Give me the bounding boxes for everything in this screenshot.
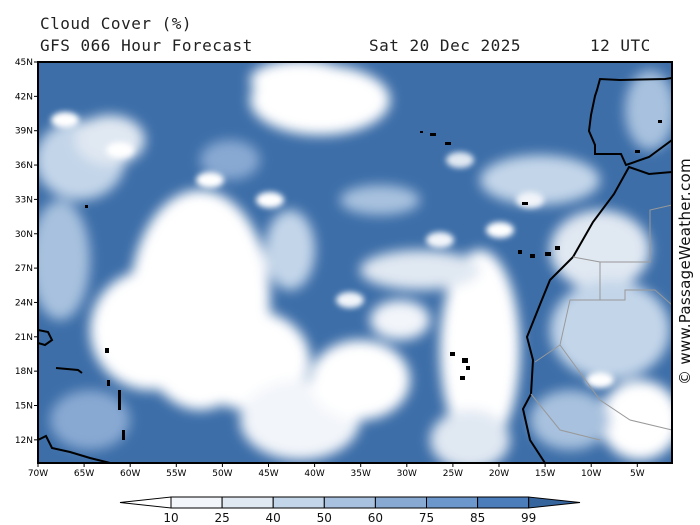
cloud-region — [600, 380, 672, 460]
lon-label: 70W — [28, 469, 48, 479]
cloud-region — [530, 390, 610, 450]
cloud-patch — [256, 192, 284, 208]
chart-title: Cloud Cover (%) — [40, 14, 192, 33]
lon-label: 55W — [166, 469, 186, 479]
colorbar-label: 75 — [419, 511, 434, 525]
lon-label: 35W — [351, 469, 371, 479]
africa-coastline — [521, 165, 672, 463]
lon-label: 15W — [535, 469, 555, 479]
forecast-time: 12 UTC — [590, 36, 651, 55]
cloud-patch — [426, 232, 454, 248]
cloud-region — [90, 270, 210, 390]
lat-label: 27N — [15, 264, 33, 274]
lat-label: 21N — [15, 333, 33, 343]
cloud-patch — [196, 172, 224, 188]
lon-label: 5W — [630, 469, 645, 479]
caribbean-coastline — [38, 329, 111, 463]
colorbar-bin — [323, 496, 376, 509]
cloud-region — [75, 115, 145, 165]
cloud-region — [310, 340, 410, 420]
cloud-patch — [106, 142, 134, 158]
colorbar-bin — [426, 496, 479, 509]
cloud-region — [38, 200, 90, 320]
lon-label: 45W — [258, 469, 278, 479]
lon-label: 65W — [74, 469, 94, 479]
colorbar-bin — [272, 496, 325, 509]
lat-label: 42N — [15, 92, 33, 102]
colorbar-bin — [477, 496, 530, 509]
forecast-subtitle: GFS 066 Hour Forecast — [40, 36, 253, 55]
lon-label: 25W — [443, 469, 463, 479]
cloud-patch — [516, 192, 544, 208]
cloud-region — [430, 410, 510, 463]
colorbar-label: 40 — [266, 511, 281, 525]
lat-label: 45N — [15, 58, 33, 68]
cloud-region — [340, 185, 420, 215]
cloud-region — [550, 280, 670, 380]
watermark: © www.PassageWeather.com — [676, 158, 694, 385]
cloud-region — [250, 62, 350, 100]
cloud-region — [200, 140, 260, 180]
iberia-coastline — [587, 77, 672, 167]
cloud-patch — [446, 152, 474, 168]
islands — [85, 120, 662, 440]
cloud-region — [480, 155, 600, 205]
lon-label: 20W — [489, 469, 509, 479]
lat-label: 18N — [15, 367, 33, 377]
cloud-region — [370, 300, 430, 340]
colorbar-label: 60 — [368, 511, 383, 525]
lon-label: 10W — [581, 469, 601, 479]
forecast-date: Sat 20 Dec 2025 — [369, 36, 521, 55]
lat-label: 33N — [15, 195, 33, 205]
colorbar-bin — [221, 496, 274, 509]
colorbar-label: 10 — [163, 511, 178, 525]
cloud-field — [38, 62, 672, 463]
lon-label: 60W — [120, 469, 140, 479]
lon-label: 30W — [397, 469, 417, 479]
cloud-patch — [586, 372, 614, 388]
lat-label: 15N — [15, 402, 33, 412]
colorbar-label: 99 — [521, 511, 536, 525]
colorbar: 10 25 40 50 60 75 85 99 — [119, 496, 581, 525]
lat-label: 36N — [15, 161, 33, 171]
colorbar-low-arrow — [119, 496, 172, 509]
cloud-region — [265, 210, 315, 290]
colorbar-label: 85 — [470, 511, 485, 525]
colorbar-label: 50 — [317, 511, 332, 525]
axis-ticks: 45N 42N 39N 36N 33N 30N 27N 24N 21N 18N 15N 12N 70W 6… — [15, 58, 645, 479]
cloud-region — [625, 70, 672, 150]
colorbar-label: 25 — [214, 511, 229, 525]
cloud-region — [550, 210, 650, 290]
cloud-patch — [51, 112, 79, 128]
cloud-region — [50, 390, 130, 450]
cloud-region — [360, 250, 480, 290]
cloud-region — [440, 250, 520, 450]
lat-label: 24N — [15, 298, 33, 308]
country-borders — [530, 204, 672, 441]
lon-label: 50W — [212, 469, 232, 479]
colorbar-high-arrow — [528, 496, 581, 509]
lon-label: 40W — [304, 469, 324, 479]
colorbar-bin — [374, 496, 427, 509]
cloud-patch — [336, 292, 364, 308]
colorbar-bin — [170, 496, 223, 509]
lat-label: 39N — [15, 127, 33, 137]
map-frame — [37, 61, 673, 464]
lat-label: 30N — [15, 230, 33, 240]
cloud-patch — [486, 222, 514, 238]
lat-label: 12N — [15, 436, 33, 446]
